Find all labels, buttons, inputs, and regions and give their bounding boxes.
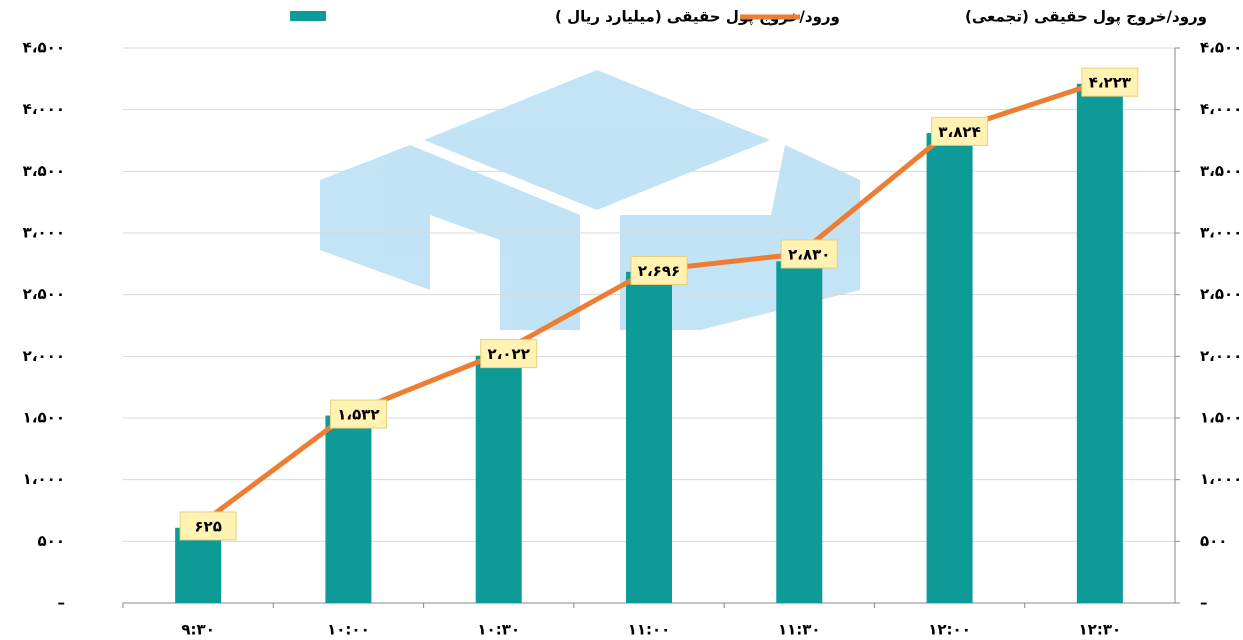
bar [926, 133, 973, 603]
y-tick-label: ۳،۰۰۰ [23, 224, 65, 242]
data-label: ۴،۲۲۳ [1089, 74, 1131, 92]
data-label-box [329, 399, 387, 429]
x-tick-label: ۹:۳۰ [181, 621, 214, 639]
y2-tick-label: ۱،۰۰۰ [1200, 470, 1242, 488]
bar [626, 271, 672, 603]
bar [475, 355, 522, 603]
y2-tick-label: – [1200, 594, 1208, 612]
x-tick-label: ۱۱:۰۰ [628, 621, 671, 639]
data-label: ۲،۰۲۲ [488, 345, 530, 363]
y-tick-label: ۲،۵۰۰ [23, 285, 65, 303]
data-label: ۶۲۵ [194, 517, 221, 535]
y-tick-label: ۴،۵۰۰ [23, 39, 65, 57]
y-tick-label: ۴،۰۰۰ [23, 100, 65, 118]
y2-tick-label: ۵۰۰ [1200, 532, 1227, 550]
data-label: ۲،۸۳۰ [788, 245, 830, 263]
bar [325, 415, 372, 603]
bar [776, 261, 823, 603]
y2-tick-label: ۴،۰۰۰ [1200, 100, 1242, 118]
y-tick-label: ۳،۵۰۰ [23, 162, 65, 180]
x-tick-label: ۱۰:۳۰ [477, 621, 520, 639]
y2-tick-label: ۳،۵۰۰ [1200, 162, 1242, 180]
legend-swatch [290, 11, 326, 21]
data-label-box [931, 116, 989, 146]
data-label-box [630, 255, 688, 285]
data-label-box [480, 339, 538, 369]
data-label: ۱،۵۳۲ [337, 406, 379, 424]
y2-tick-label: ۱،۵۰۰ [1200, 409, 1242, 427]
y2-tick-label: ۲،۰۰۰ [1200, 347, 1242, 365]
legend-label: ورود/خروج پول حقیقی (تجمعی) [965, 8, 1207, 27]
y-tick-label: ۱،۵۰۰ [23, 409, 65, 427]
x-tick-label: ۱۰:۰۰ [327, 621, 370, 639]
data-label-box [780, 239, 838, 269]
y-tick-label: ۵۰۰ [38, 532, 65, 550]
y-tick-label: – [58, 594, 66, 612]
x-tick-label: ۱۲:۰۰ [928, 621, 971, 639]
x-tick-label: ۱۲:۳۰ [1079, 621, 1122, 639]
y-tick-label: ۱،۰۰۰ [23, 470, 65, 488]
x-tick-label: ۱۱:۳۰ [778, 621, 821, 639]
legend-label: ورود/خروج پول حقیقی (میلیارد ریال ) [555, 8, 840, 27]
y2-tick-label: ۴،۵۰۰ [1200, 39, 1242, 57]
data-label-box [179, 511, 237, 541]
y2-tick-label: ۳،۰۰۰ [1200, 224, 1242, 242]
y2-tick-label: ۲،۵۰۰ [1200, 285, 1242, 303]
data-label: ۳،۸۲۴ [938, 123, 980, 141]
bar [1076, 83, 1123, 604]
data-label-box [1081, 67, 1139, 97]
y-tick-label: ۲،۰۰۰ [23, 347, 65, 365]
data-label: ۲،۶۹۶ [638, 262, 680, 280]
